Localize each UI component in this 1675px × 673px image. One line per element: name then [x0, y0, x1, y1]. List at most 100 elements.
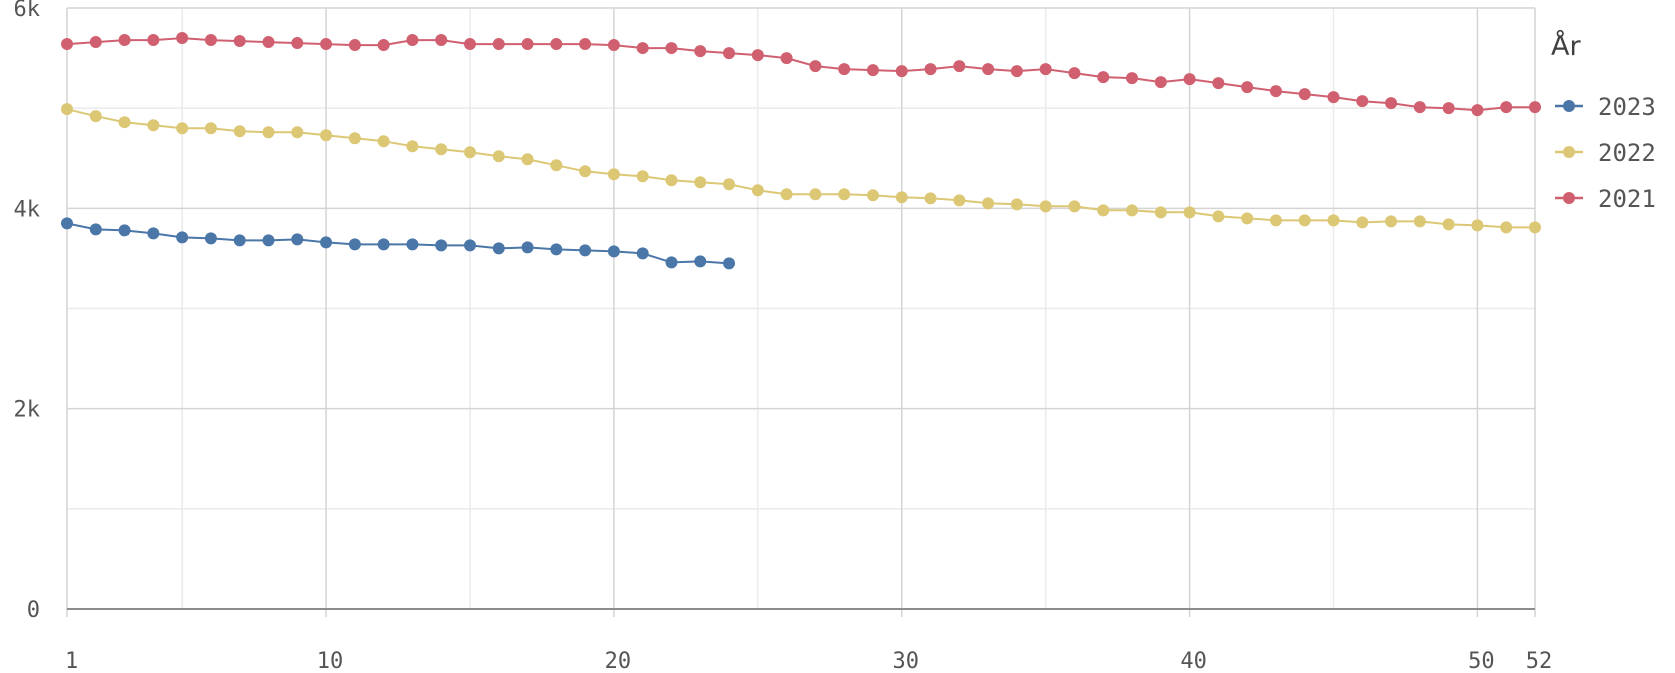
- data-point-2021: [233, 35, 246, 48]
- data-point-2023: [377, 238, 390, 251]
- data-point-2022: [751, 184, 764, 197]
- data-point-2022: [1269, 214, 1282, 227]
- data-point-2023: [694, 255, 707, 268]
- data-point-2022: [1298, 214, 1311, 227]
- data-point-2023: [233, 234, 246, 247]
- series-2021: [61, 32, 1541, 117]
- data-point-2021: [89, 36, 102, 49]
- data-point-2022: [291, 126, 304, 139]
- data-point-2023: [492, 242, 505, 255]
- data-point-2021: [492, 38, 505, 51]
- data-point-2021: [1068, 67, 1081, 80]
- data-point-2022: [550, 159, 563, 172]
- data-point-2021: [866, 64, 879, 77]
- data-point-2021: [377, 39, 390, 52]
- data-point-2022: [1327, 214, 1340, 227]
- x-tick-label: 40: [1180, 649, 1207, 673]
- data-point-2022: [320, 129, 333, 142]
- data-point-2021: [579, 38, 592, 51]
- data-point-2022: [1097, 204, 1110, 217]
- data-point-2021: [521, 38, 534, 51]
- y-tick-label: 4k: [14, 197, 41, 222]
- data-point-2022: [924, 192, 937, 205]
- data-point-2021: [1269, 85, 1282, 98]
- data-point-2021: [320, 38, 333, 51]
- legend-label: 2021: [1598, 185, 1656, 213]
- data-point-2021: [636, 42, 649, 55]
- legend-label: 2023: [1598, 93, 1656, 121]
- data-point-2022: [61, 103, 73, 116]
- data-point-2021: [147, 34, 160, 47]
- data-point-2022: [953, 194, 966, 207]
- data-point-2023: [521, 241, 534, 254]
- data-point-2021: [118, 34, 131, 47]
- data-point-2021: [1529, 101, 1541, 114]
- series-line-2021: [66, 37, 1535, 112]
- data-point-2021: [1212, 77, 1225, 90]
- data-point-2022: [1385, 215, 1398, 228]
- data-point-2022: [435, 143, 448, 156]
- data-point-2023: [550, 243, 563, 256]
- data-point-2021: [463, 38, 476, 51]
- data-point-2021: [176, 32, 189, 45]
- x-tick-label: 30: [892, 649, 919, 673]
- data-point-2023: [636, 247, 649, 260]
- data-point-2022: [147, 119, 160, 132]
- data-point-2022: [1154, 206, 1167, 219]
- y-tick-label: 2k: [14, 398, 41, 423]
- data-point-2022: [1068, 200, 1081, 213]
- data-point-2022: [463, 146, 476, 159]
- x-tick-label: 10: [317, 649, 344, 673]
- data-point-2021: [435, 34, 448, 47]
- data-point-2021: [550, 38, 563, 51]
- data-point-2021: [1241, 81, 1254, 94]
- data-point-2022: [1471, 219, 1484, 232]
- data-point-2021: [406, 34, 419, 47]
- data-point-2023: [204, 232, 217, 245]
- data-point-2022: [665, 174, 678, 187]
- data-point-2022: [866, 189, 879, 202]
- data-point-2023: [320, 236, 333, 249]
- data-point-2023: [291, 233, 304, 246]
- series-2022: [61, 103, 1541, 234]
- data-point-2021: [895, 65, 908, 78]
- data-point-2022: [348, 132, 361, 145]
- data-point-2022: [1442, 218, 1455, 231]
- data-point-2022: [204, 122, 217, 135]
- data-point-2022: [1413, 215, 1426, 228]
- data-point-2023: [579, 244, 592, 257]
- data-point-2023: [463, 239, 476, 252]
- data-point-2023: [435, 239, 448, 252]
- data-point-2021: [924, 63, 937, 76]
- x-tick-label: 1: [65, 649, 78, 673]
- x-tick-label: 50: [1468, 649, 1495, 673]
- x-tick-label: 20: [605, 649, 632, 673]
- data-point-2023: [176, 231, 189, 244]
- data-point-2022: [233, 125, 246, 138]
- data-point-2022: [895, 191, 908, 204]
- grid-lines: [66, 7, 1536, 617]
- legend-item-2021: 2021: [1555, 185, 1656, 213]
- data-point-2022: [780, 188, 793, 201]
- data-point-2021: [348, 39, 361, 52]
- data-point-2021: [1183, 73, 1196, 86]
- data-point-2022: [1529, 221, 1541, 234]
- axes: 0 2k 4k 6k 1 10 20 30 40 50 52: [14, 0, 1553, 673]
- legend-label: 2022: [1598, 139, 1656, 167]
- x-tick-label: 52: [1526, 649, 1553, 673]
- data-point-2021: [982, 63, 995, 76]
- data-point-2022: [982, 197, 995, 210]
- data-point-2022: [176, 122, 189, 135]
- data-point-2021: [809, 60, 822, 73]
- data-point-2022: [492, 150, 505, 163]
- data-point-2023: [147, 227, 160, 240]
- data-point-2021: [1298, 88, 1311, 101]
- legend-swatch-dot: [1563, 192, 1575, 204]
- data-point-2021: [751, 49, 764, 62]
- data-point-2021: [694, 45, 707, 58]
- data-point-2022: [1039, 200, 1052, 213]
- data-point-2023: [406, 238, 419, 251]
- data-point-2021: [1097, 71, 1110, 84]
- data-point-2021: [262, 36, 275, 49]
